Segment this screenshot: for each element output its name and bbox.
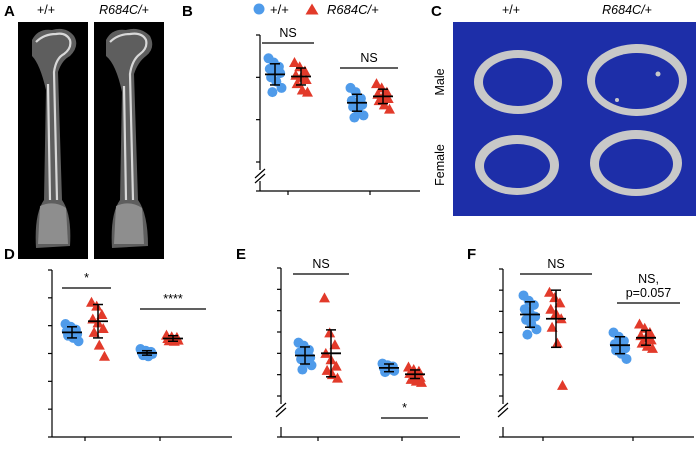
chart-f-point-mut	[557, 379, 568, 390]
chart-b-point-mut	[300, 73, 312, 84]
chart-e-sig-label: *	[402, 401, 407, 415]
chart-e-point-mut	[321, 364, 333, 375]
chart-b-point-wt	[358, 110, 369, 121]
panel-label-d: D	[4, 246, 15, 263]
chart-b-axis-break-mark	[254, 168, 266, 179]
chart-f-point-wt	[531, 324, 542, 335]
chart-b-point-mut	[302, 86, 313, 97]
ct-section-male-mut	[587, 44, 687, 116]
panel-a-label-wt: +/+	[37, 3, 55, 17]
chart-f-point-wt	[621, 353, 632, 364]
chart-d-point-mut	[88, 326, 100, 337]
chart-d-point-mut	[99, 350, 110, 361]
chart-b-point-mut	[382, 93, 394, 103]
chart-d-point-mut	[97, 322, 109, 333]
chart-b-axis-break-mark	[254, 173, 266, 184]
chart-b-point-wt	[275, 68, 286, 79]
panel-label-e: E	[236, 246, 246, 263]
legend-label-wt: +/+	[270, 2, 289, 17]
chart-f-sig-label: NS	[547, 257, 564, 271]
chart-d-point-wt	[73, 336, 84, 347]
chart-b-point-mut	[289, 57, 300, 68]
chart-f-point-mut	[645, 334, 657, 345]
chart-d-point-mut	[96, 309, 108, 320]
chart-f-sig-label: NS, p=0.057	[626, 272, 672, 300]
legend-marker-mut	[305, 3, 319, 15]
chart-d-sig-label: *	[84, 271, 89, 285]
panel-c-col-mut: R684C/+	[602, 3, 652, 17]
panel-e: E NS *	[236, 246, 460, 441]
chart-e-axis-break-mark	[275, 402, 287, 413]
chart-b-point-mut	[371, 78, 382, 89]
chart-d-point-mut	[91, 300, 103, 311]
panel-c-row-female: Female	[433, 144, 447, 186]
chart-e-point-wt	[306, 360, 317, 371]
ct-section-female-wt	[475, 135, 559, 195]
chart-f-point-mut	[551, 337, 563, 348]
panel-a: A +/+ R684C/+	[4, 3, 164, 259]
chart-f-point-mut	[549, 292, 561, 303]
chart-e-point-mut	[329, 339, 341, 350]
chart-b-point-mut	[384, 103, 395, 114]
ct-section-female-mut	[590, 130, 682, 196]
chart-e-point-wt	[297, 364, 308, 375]
chart-f-axis-break-mark	[497, 407, 509, 418]
chart-d-sig-label: ****	[163, 292, 183, 306]
chart-e-point-mut	[330, 360, 342, 371]
chart-e-point-mut	[332, 372, 343, 383]
panel-c-col-wt: +/+	[502, 3, 520, 17]
legend: +/+ R684C/+	[253, 2, 379, 17]
chart-b-point-mut	[373, 95, 385, 106]
ct-section-male-wt	[474, 50, 562, 114]
chart-f-point-mut	[647, 342, 658, 353]
chart-f-axis-break-mark	[497, 402, 509, 413]
panel-c-row-male: Male	[433, 68, 447, 95]
chart-f-point-mut	[544, 286, 555, 297]
panel-a-label-mut: R684C/+	[99, 3, 149, 17]
panel-d: D *****	[4, 246, 232, 441]
chart-b-sig-label: NS	[279, 26, 296, 40]
femur-image-mut	[94, 22, 164, 259]
legend-marker-wt	[253, 3, 265, 15]
chart-f-point-mut	[634, 318, 645, 329]
chart-b-point-mut	[299, 65, 311, 76]
chart-e-point-mut	[324, 327, 336, 338]
chart-f-point-mut	[546, 321, 558, 332]
chart-d-point-mut	[93, 339, 105, 350]
panel-label-f: F	[467, 246, 476, 263]
chart-e-axis-break-mark	[275, 407, 287, 418]
panel-b: B +/+ R684C/+ NS NS	[182, 2, 420, 195]
chart-f-point-mut	[545, 303, 557, 314]
chart-b-point-mut	[378, 99, 390, 110]
panel-f: F NS NS, p=0.057	[467, 246, 694, 441]
chart-e-point-mut	[319, 292, 330, 303]
chart-f-point-wt	[522, 329, 533, 340]
legend-label-mut: R684C/+	[327, 2, 379, 17]
chart-e-point-mut	[416, 376, 427, 387]
chart-b-point-wt	[349, 112, 360, 123]
panel-c: C +/+ R684C/+ Male Female	[431, 3, 696, 216]
panel-label-a: A	[4, 3, 15, 20]
chart-b-point-wt	[267, 87, 278, 98]
chart-f-point-mut	[554, 297, 566, 308]
chart-e-sig-label: NS	[312, 257, 329, 271]
panel-label-b: B	[182, 3, 193, 20]
chart-b-sig-label: NS	[360, 51, 377, 65]
panel-label-c: C	[431, 3, 442, 20]
femur-image-wt	[18, 22, 88, 259]
